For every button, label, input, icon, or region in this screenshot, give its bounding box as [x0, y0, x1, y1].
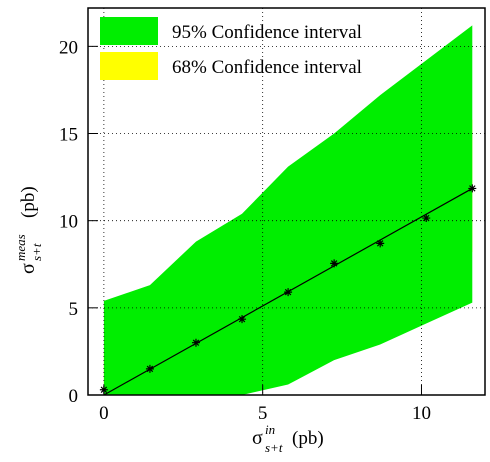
data-point: [330, 259, 339, 268]
x-label-sup: in: [265, 422, 275, 437]
confidence-band: [103, 25, 473, 395]
data-point: [238, 315, 247, 324]
y-label-sup: meas: [13, 234, 28, 261]
data-point: [191, 338, 200, 347]
legend-swatch: [100, 17, 158, 45]
x-label-symbol: σ: [252, 427, 263, 449]
y-label-symbol: σ: [17, 263, 39, 274]
x-label-sub: s+t: [265, 440, 283, 455]
plot-frame: [87, 7, 486, 396]
data-point: [376, 239, 385, 248]
y-tick-label: 20: [59, 37, 78, 58]
data-point: [145, 364, 154, 373]
legend-label: 68% Confidence interval: [172, 57, 362, 78]
data-point: [422, 214, 431, 223]
x-tick-label: 5: [258, 403, 268, 424]
y-label-unit: (pb): [18, 186, 39, 218]
y-tick-label: 0: [69, 386, 79, 407]
y-tick-label: 5: [69, 299, 79, 320]
legend-swatch: [100, 52, 158, 80]
x-axis-label: σ in s+t (pb): [252, 422, 324, 455]
x-label-unit: (pb): [292, 428, 324, 449]
x-tick-label: 0: [99, 403, 109, 424]
y-axis-label: σ meas s+t (pb): [13, 186, 44, 274]
y-tick-label: 15: [59, 125, 78, 146]
y-label-sub: s+t: [29, 243, 44, 261]
legend-label: 95% Confidence interval: [172, 22, 362, 43]
data-point: [468, 184, 477, 193]
plot-area: 0 5 10 0 5 10 15 20 95% Confidence interval 68% C…: [59, 7, 486, 424]
data-point: [284, 288, 293, 297]
x-tick-label: 10: [412, 403, 431, 424]
data-point: [99, 385, 108, 394]
y-tick-label: 10: [59, 212, 78, 233]
